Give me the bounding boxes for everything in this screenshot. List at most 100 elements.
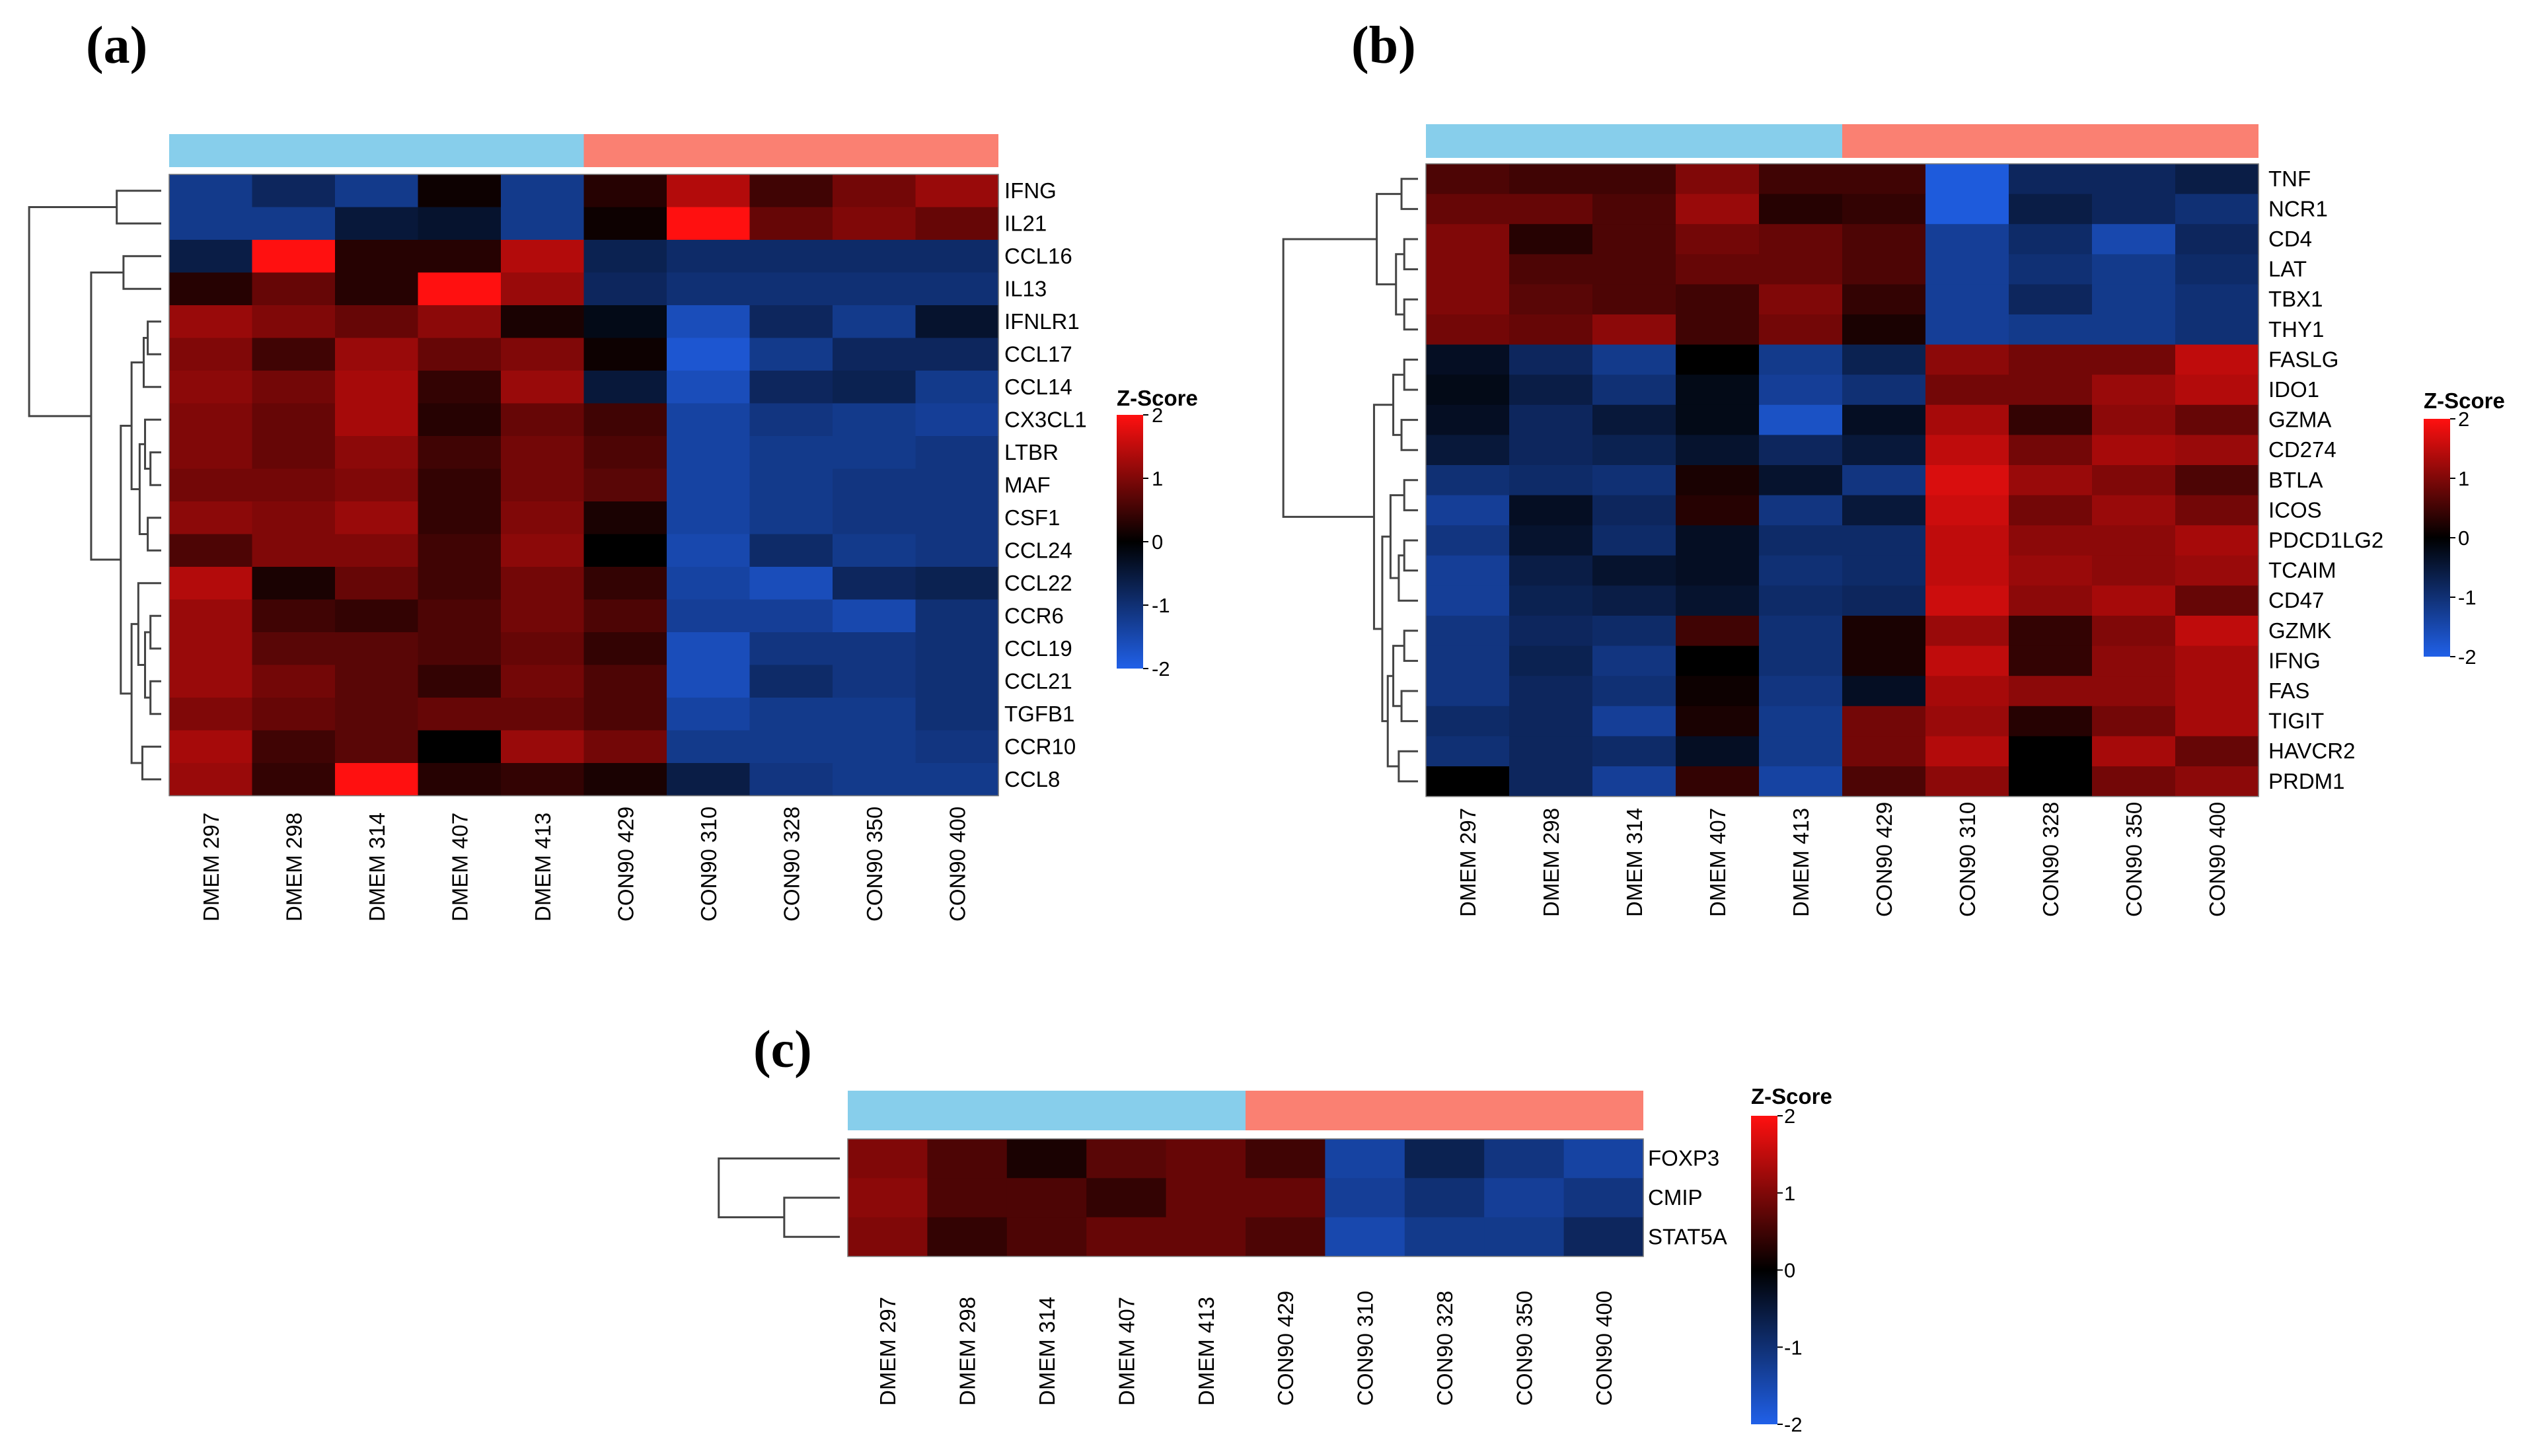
column-label: CON90 429	[1273, 1291, 1298, 1406]
heatmap-cell	[1842, 194, 1926, 225]
heatmap-cell	[1925, 676, 2009, 707]
row-label: BTLA	[2268, 468, 2323, 492]
dendrogram-branch	[122, 255, 161, 290]
dendrogram-branch	[116, 190, 161, 225]
heatmap-cell	[749, 632, 833, 666]
heatmap-cell	[1592, 284, 1676, 315]
heatmap-cell	[1842, 375, 1926, 406]
heatmap-cell	[2009, 284, 2093, 315]
heatmap-cell	[1676, 344, 1760, 375]
heatmap-cell	[1842, 314, 1926, 346]
heatmap-cell	[2009, 706, 2093, 737]
heatmap-cell	[418, 207, 502, 240]
heatmap-cell	[1426, 404, 1510, 435]
heatmap-cell	[667, 403, 751, 437]
heatmap-cell	[335, 371, 419, 404]
heatmap-cell	[169, 698, 253, 731]
row-label: MAF	[1004, 472, 1051, 497]
heatmap-cell	[252, 240, 336, 273]
heatmap-cell	[1426, 616, 1510, 647]
heatmap-cell	[2175, 525, 2259, 556]
heatmap-cell	[1509, 555, 1593, 586]
heatmap-cell	[2175, 194, 2259, 225]
dendrogram-branch	[147, 517, 161, 552]
heatmap-cell	[583, 632, 667, 666]
heatmap-cell	[2009, 435, 2093, 466]
row-label: CD4	[2268, 227, 2312, 251]
heatmap-cell	[749, 338, 833, 371]
heatmap-cell	[1592, 495, 1676, 526]
heatmap-cell	[335, 599, 419, 633]
column-label: DMEM 314	[1622, 808, 1647, 917]
heatmap-cell	[1925, 495, 2009, 526]
heatmap-cell	[1592, 585, 1676, 616]
heatmap-cell	[1592, 616, 1676, 647]
heatmap-cell	[1509, 194, 1593, 225]
heatmap-cell	[1592, 555, 1676, 586]
heatmap-cell	[749, 534, 833, 567]
legend-tick-label: 1	[1152, 467, 1163, 490]
row-label: CX3CL1	[1004, 407, 1087, 431]
legend-tick-label: 1	[2458, 467, 2469, 490]
heatmap-cell	[1426, 585, 1510, 616]
heatmap-cell	[833, 730, 916, 764]
heatmap-cell	[915, 371, 999, 404]
heatmap-cell	[1509, 375, 1593, 406]
heatmap-cell	[583, 730, 667, 764]
heatmap-cell	[667, 468, 751, 502]
heatmap-cell	[749, 665, 833, 698]
heatmap-cell	[418, 240, 502, 273]
heatmap-cell	[335, 174, 419, 208]
column-label: CON90 400	[2205, 802, 2229, 917]
heatmap-cell	[1325, 1139, 1405, 1179]
heatmap-cell	[667, 730, 751, 764]
heatmap-cell	[833, 665, 916, 698]
dendrogram-branch	[1403, 358, 1418, 391]
heatmap-cell	[1842, 344, 1926, 375]
heatmap-cell	[501, 207, 585, 240]
heatmap-cell	[418, 567, 502, 601]
heatmap-cell	[1592, 645, 1676, 676]
column-label: DMEM 298	[955, 1297, 980, 1406]
heatmap-cell	[1509, 585, 1593, 616]
heatmap-cell	[2175, 314, 2259, 346]
heatmap-cell	[2092, 314, 2176, 346]
heatmap-cell	[915, 207, 999, 240]
heatmap-cell	[1676, 676, 1760, 707]
heatmap-cell	[1246, 1217, 1325, 1257]
heatmap-cell	[749, 240, 833, 273]
heatmap-cell	[1925, 314, 2009, 346]
heatmap-cell	[2009, 766, 2093, 797]
column-label: CON90 429	[1872, 802, 1896, 917]
heatmap-cell	[1592, 254, 1676, 285]
heatmap-cell	[335, 338, 419, 371]
column-label: CON90 400	[945, 807, 969, 922]
legend-tick-label: 0	[2458, 527, 2469, 550]
heatmap-cell	[1509, 525, 1593, 556]
dendrogram-branch	[1376, 193, 1402, 285]
row-label: IL13	[1004, 276, 1047, 301]
heatmap-cell	[1676, 736, 1760, 767]
heatmap-cell	[1842, 766, 1926, 797]
heatmap-cell	[418, 436, 502, 470]
heatmap-cell	[501, 403, 585, 437]
heatmap-cell	[1509, 254, 1593, 285]
column-label: DMEM 298	[1539, 808, 1563, 917]
heatmap-cell	[1676, 194, 1760, 225]
heatmap-cell	[749, 174, 833, 208]
heatmap-cell	[1842, 555, 1926, 586]
dendrogram-branch	[149, 614, 161, 650]
dendrogram-branch	[1403, 630, 1418, 662]
heatmap-cell	[833, 534, 916, 567]
heatmap-cell	[667, 534, 751, 567]
row-label: TNF	[2268, 166, 2311, 191]
heatmap-cell	[1759, 344, 1843, 375]
heatmap-cell	[2175, 676, 2259, 707]
heatmap-cell	[1509, 645, 1593, 676]
row-label: LTBR	[1004, 440, 1059, 464]
heatmap-cell	[1509, 495, 1593, 526]
row-label: THY1	[2268, 317, 2324, 342]
heatmap-cell	[1676, 284, 1760, 315]
heatmap-cell	[2009, 555, 2093, 586]
heatmap-cell	[1676, 495, 1760, 526]
